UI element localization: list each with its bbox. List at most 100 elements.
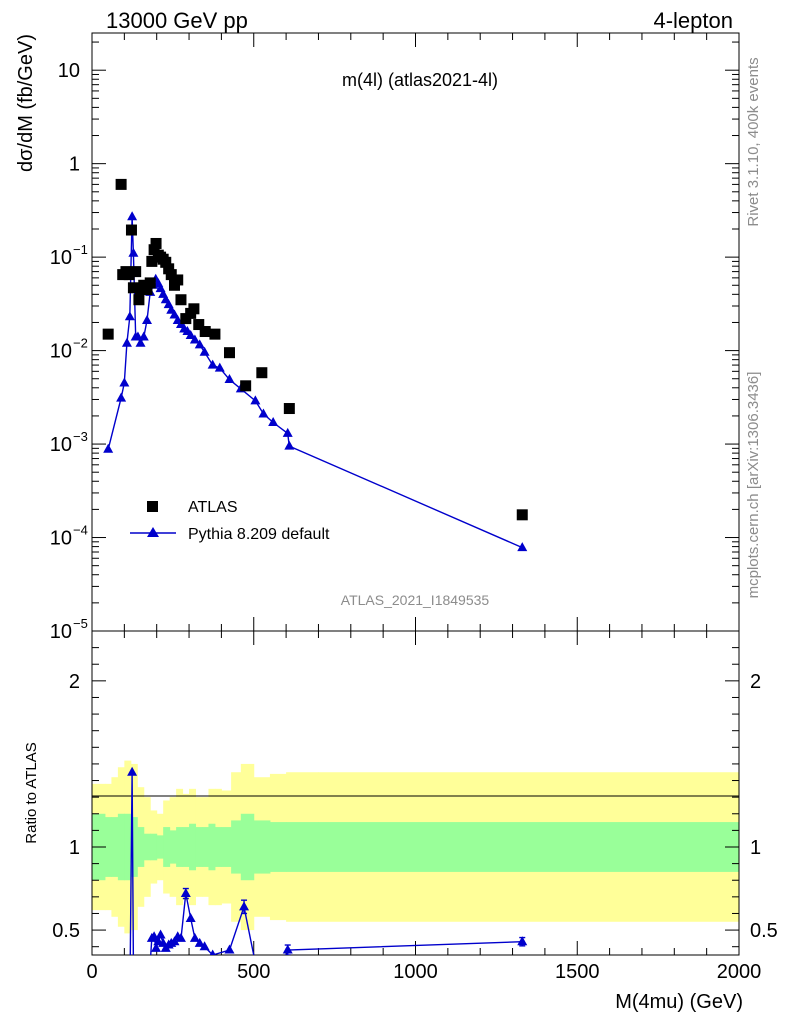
- ratio-mc-point: [189, 932, 200, 942]
- ratio-band-inner: [124, 813, 132, 881]
- data-point: [193, 319, 205, 331]
- ratio-band-inner: [253, 820, 271, 874]
- mc-point: [282, 427, 293, 437]
- ratio-y-axis-ticks: 0.5 0.5 1 1 2 2: [52, 647, 778, 948]
- mc-point: [138, 331, 149, 341]
- ratio-mc-point: [155, 929, 166, 939]
- x-tick-label: 1500: [555, 961, 600, 983]
- mc-point: [194, 339, 205, 349]
- ratio-mc-series: [127, 766, 528, 955]
- data-point: [163, 263, 175, 275]
- ratio-band-inner: [104, 817, 112, 877]
- ratio-mc-point: [175, 932, 186, 942]
- ratio-band-inner: [143, 833, 151, 861]
- data-point: [172, 274, 184, 286]
- mc-point: [127, 211, 138, 221]
- data-point: [175, 294, 187, 306]
- ratio-band-inner: [137, 827, 145, 867]
- ratio-mc-point: [282, 944, 293, 954]
- data-point: [133, 294, 145, 306]
- ratio-y-tick-label: 2: [69, 671, 80, 693]
- ratio-band-inner: [240, 813, 255, 881]
- ratio-mc-point: [224, 944, 235, 954]
- ratio-mc-point: [199, 941, 210, 951]
- ratio-band-inner: [163, 827, 171, 867]
- header-right: 4-lepton: [653, 8, 733, 33]
- data-point: [144, 277, 156, 289]
- ratio-y-tick-label: 1: [69, 837, 80, 859]
- mc-point: [116, 392, 127, 402]
- mc-point: [517, 542, 528, 552]
- mc-point: [189, 334, 200, 344]
- ratio-band-inner: [269, 822, 287, 872]
- data-point: [165, 269, 177, 281]
- ratio-y-tick-label-right: 2: [750, 671, 761, 693]
- ratio-band-inner: [201, 827, 209, 867]
- ratio-mc-point: [180, 888, 191, 898]
- y-tick-exponent: −4: [73, 523, 88, 538]
- ratio-plot-panel: Ratio to ATLAS 0.5 0.5 1 1 2 2 0 500 1000 1500 20…: [23, 630, 778, 1013]
- mc-point: [214, 362, 225, 372]
- ratio-band-inner: [195, 827, 203, 867]
- y-tick-label: 10: [50, 247, 72, 269]
- x-tick-label: 0: [86, 961, 97, 983]
- ratio-mc-point: [194, 937, 205, 947]
- mc-point: [258, 408, 269, 418]
- y-tick-exponent: −3: [73, 429, 88, 444]
- ratio-mc-point: [239, 901, 250, 911]
- mc-point: [250, 395, 261, 405]
- data-point: [141, 284, 153, 296]
- ratio-mc-point: [185, 912, 196, 922]
- data-point: [516, 509, 528, 521]
- mc-point: [185, 330, 196, 340]
- side-note-mcplots: mcplots.cern.ch [arXiv:1306.3436]: [745, 372, 762, 599]
- ratio-band-inner: [176, 827, 184, 867]
- y-tick-label: 10: [50, 434, 72, 456]
- ratio-band-inner: [111, 817, 119, 877]
- data-point: [150, 237, 162, 249]
- ratio-y-tick-label-right: 1: [750, 837, 761, 859]
- data-point: [123, 269, 135, 281]
- mc-point: [268, 417, 279, 427]
- data-point: [102, 328, 114, 340]
- ratio-band-inner: [182, 827, 190, 867]
- y-tick-exponent: −5: [73, 616, 88, 631]
- legend: ATLAS Pythia 8.209 default: [130, 499, 330, 543]
- legend-label-atlas: ATLAS: [188, 499, 238, 516]
- ratio-y-tick-label-right: 0.5: [750, 920, 778, 942]
- ratio-x-axis-ticks: 0 500 1000 1500 2000: [86, 631, 761, 983]
- ratio-band-inner: [150, 833, 158, 861]
- mc-point: [119, 377, 130, 387]
- ratio-mc-clipped: [127, 766, 528, 955]
- ratio-mc-point: [127, 766, 138, 776]
- y-tick-label: 10: [50, 341, 72, 363]
- data-point: [188, 303, 200, 315]
- legend-label-pythia: Pythia 8.209 default: [188, 526, 330, 543]
- main-plot-panel: m(4l) (atlas2021-4l) ATLAS_2021_I1849535…: [15, 32, 740, 643]
- y-tick-exponent: −1: [73, 242, 88, 257]
- ratio-band-inner: [231, 820, 242, 874]
- data-point: [127, 282, 139, 294]
- data-point: [209, 328, 221, 340]
- mc-point: [224, 374, 235, 384]
- data-point: [146, 255, 158, 267]
- ratio-band-inner: [130, 817, 138, 877]
- ratio-mc-point: [517, 936, 528, 946]
- ratio-band-inner: [221, 827, 232, 867]
- x-axis-label: M(4mu) (GeV): [615, 991, 743, 1013]
- mc-point: [199, 346, 210, 356]
- data-point: [256, 367, 268, 379]
- watermark: ATLAS_2021_I1849535: [341, 592, 490, 608]
- x-tick-label: 1000: [393, 961, 438, 983]
- y-tick-label: 10: [50, 621, 72, 643]
- y-tick-label: 10: [50, 528, 72, 550]
- x-tick-label: 2000: [717, 961, 762, 983]
- y-tick-label: 1: [69, 154, 80, 176]
- mc-point: [141, 314, 152, 324]
- ratio-uncertainty-bands: [92, 760, 740, 934]
- legend-marker-pythia: [147, 527, 159, 537]
- ratio-band-inner: [208, 823, 216, 871]
- side-note-rivet: Rivet 3.1.10, 400k events: [745, 57, 762, 226]
